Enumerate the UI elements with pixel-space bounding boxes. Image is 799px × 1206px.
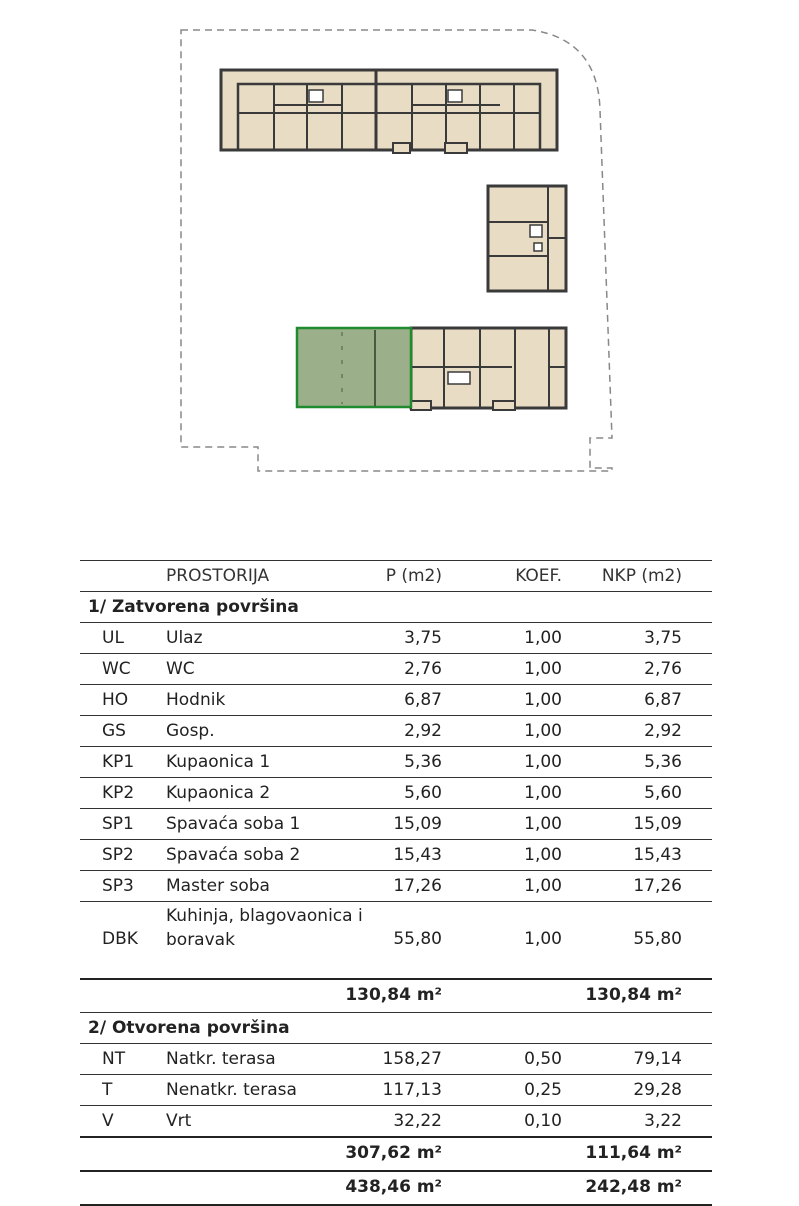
cell-coef: 1,00: [524, 721, 562, 741]
table-row: T Nenatkr. terasa 117,13 0,25 29,28: [80, 1074, 712, 1105]
section-heading: 2/ Otvorena površina: [80, 1012, 712, 1043]
cell-area: 6,87: [404, 690, 442, 710]
cell-code: GS: [102, 721, 126, 741]
section-heading: 1/ Zatvorena površina: [80, 591, 712, 622]
cell-name: Kupaonica 1: [166, 752, 271, 772]
header-net: NKP (m2): [601, 566, 682, 586]
cell-name: Gosp.: [166, 721, 215, 741]
cell-net: 15,43: [633, 845, 682, 865]
cell-net: 15,09: [633, 814, 682, 834]
table-header: PROSTORIJA P (m2) KOEF. NKP (m2): [80, 560, 712, 591]
cell-area: 158,27: [382, 1049, 442, 1069]
cell-area: 15,09: [393, 814, 442, 834]
cell-net: 6,87: [644, 690, 682, 710]
cell-net: 79,14: [633, 1049, 682, 1069]
cell-name: Vrt: [166, 1111, 192, 1131]
cell-coef: 1,00: [524, 690, 562, 710]
cell-area: 5,36: [404, 752, 442, 772]
cell-net: 17,26: [633, 876, 682, 896]
cell-coef: 1,00: [524, 783, 562, 803]
cell-code: SP2: [102, 845, 134, 865]
cell-coef: 0,10: [524, 1111, 562, 1131]
table-row: NT Natkr. terasa 158,27 0,50 79,14: [80, 1043, 712, 1074]
cell-coef: 1,00: [524, 929, 562, 949]
section-total: 130,84 m² 130,84 m²: [80, 978, 712, 1012]
header-area: P (m2): [385, 566, 442, 586]
cell-area: 55,80: [393, 929, 442, 949]
cell-area: 32,22: [393, 1111, 442, 1131]
cell-name: Master soba: [166, 876, 270, 896]
table-row: KP2 Kupaonica 2 5,60 1,00 5,60: [80, 777, 712, 808]
cell-name: Hodnik: [166, 690, 226, 710]
cell-area: 15,43: [393, 845, 442, 865]
cell-name: Spavaća soba 2: [166, 845, 301, 865]
table-row: GS Gosp. 2,92 1,00 2,92: [80, 715, 712, 746]
cell-net: 5,60: [644, 783, 682, 803]
header-coef: KOEF.: [515, 566, 562, 586]
building-north: [219, 68, 559, 154]
cell-net: 55,80: [633, 929, 682, 949]
table-row: SP2 Spavaća soba 2 15,43 1,00 15,43: [80, 839, 712, 870]
cell-area: 117,13: [382, 1080, 442, 1100]
cell-coef: 1,00: [524, 752, 562, 772]
cell-name: Kuhinja, blagovaonica i boravak: [166, 906, 363, 950]
cell-name: Natkr. terasa: [166, 1049, 276, 1069]
cell-coef: 1,00: [524, 876, 562, 896]
cell-area: 2,92: [404, 721, 442, 741]
cell-coef: 0,25: [524, 1080, 562, 1100]
cell-net: 29,28: [633, 1080, 682, 1100]
grand-total: 438,46 m² 242,48 m²: [80, 1170, 712, 1204]
cell-code: T: [102, 1080, 113, 1100]
cell-code: UL: [102, 628, 124, 648]
building-east: [486, 184, 568, 293]
header-room: PROSTORIJA: [166, 566, 270, 586]
table-row: UL Ulaz 3,75 1,00 3,75: [80, 622, 712, 653]
table-row: SP1 Spavaća soba 1 15,09 1,00 15,09: [80, 808, 712, 839]
cell-code: NT: [102, 1049, 126, 1069]
cell-code: WC: [102, 659, 131, 679]
table-row: SP3 Master soba 17,26 1,00 17,26: [80, 870, 712, 901]
area-table: PROSTORIJA P (m2) KOEF. NKP (m2) 1/ Zatv…: [80, 560, 712, 1206]
cell-code: SP3: [102, 876, 134, 896]
cell-coef: 1,00: [524, 845, 562, 865]
cell-code: DBK: [102, 929, 138, 949]
cell-code: HO: [102, 690, 129, 710]
cell-coef: 1,00: [524, 814, 562, 834]
cell-code: V: [102, 1111, 114, 1131]
cell-net: 2,92: [644, 721, 682, 741]
table-row: V Vrt 32,22 0,10 3,22: [80, 1105, 712, 1136]
cell-code: KP2: [102, 783, 135, 803]
section-total: 307,62 m² 111,64 m²: [80, 1136, 712, 1170]
cell-area: 2,76: [404, 659, 442, 679]
table-row: KP1 Kupaonica 1 5,36 1,00 5,36: [80, 746, 712, 777]
cell-name: Spavaća soba 1: [166, 814, 301, 834]
cell-net: 5,36: [644, 752, 682, 772]
cell-coef: 1,00: [524, 659, 562, 679]
building-south: [409, 326, 568, 411]
cell-code: SP1: [102, 814, 134, 834]
table-row: DBK Kuhinja, blagovaonica i boravak 55,80 1…: [80, 901, 712, 978]
site-boundary: [180, 29, 613, 472]
cell-area: 17,26: [393, 876, 442, 896]
cell-net: 3,22: [644, 1111, 682, 1131]
cell-net: 3,75: [644, 628, 682, 648]
cell-coef: 0,50: [524, 1049, 562, 1069]
site-plan: [180, 29, 613, 472]
cell-coef: 1,00: [524, 628, 562, 648]
cell-area: 3,75: [404, 628, 442, 648]
cell-name: Nenatkr. terasa: [166, 1080, 297, 1100]
cell-name: Ulaz: [166, 628, 203, 648]
cell-area: 5,60: [404, 783, 442, 803]
table-row: WC WC 2,76 1,00 2,76: [80, 653, 712, 684]
table-row: HO Hodnik 6,87 1,00 6,87: [80, 684, 712, 715]
cell-code: KP1: [102, 752, 135, 772]
cell-name: Kupaonica 2: [166, 783, 271, 803]
cell-name: WC: [166, 659, 195, 679]
cell-net: 2,76: [644, 659, 682, 679]
highlighted-unit: [295, 326, 413, 409]
